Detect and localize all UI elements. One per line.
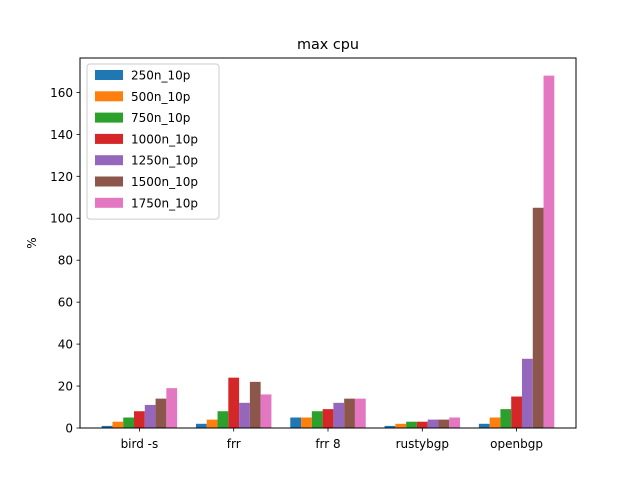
- y-axis-label: %: [25, 237, 39, 248]
- bar-1000n_10p-frr8: [322, 409, 334, 428]
- legend-label: 250n_10p: [131, 69, 190, 83]
- legend-swatch: [95, 91, 123, 102]
- x-tick-label: openbgp: [490, 437, 543, 451]
- legend-swatch: [95, 155, 123, 166]
- bar-750n_10p-openbgp: [500, 409, 512, 428]
- legend-swatch: [95, 176, 123, 187]
- y-tick-label: 100: [50, 212, 73, 226]
- bar-1500n_10p-bird-s: [155, 398, 167, 428]
- bar-1750n_10p-frr8: [354, 398, 366, 428]
- x-tick-label: rustybgp: [396, 437, 449, 451]
- bar-1000n_10p-frr: [228, 377, 240, 428]
- legend-label: 1000n_10p: [131, 132, 198, 146]
- legend-label: 1250n_10p: [131, 154, 198, 168]
- bar-1000n_10p-bird-s: [134, 411, 145, 428]
- bar-1500n_10p-frr8: [344, 398, 355, 428]
- bar-750n_10p-bird-s: [123, 417, 135, 428]
- legend-label: 1750n_10p: [131, 196, 198, 210]
- legend-label: 500n_10p: [131, 90, 190, 104]
- x-tick-label: frr 8: [315, 437, 340, 451]
- bar-1500n_10p-rustybgp: [438, 419, 450, 428]
- bar-1250n_10p-frr: [239, 402, 250, 428]
- legend: 250n_10p 500n_10p 750n_10p 1000n_10p 1250n_1…: [86, 63, 220, 220]
- bar-1500n_10p-openbgp: [532, 207, 544, 428]
- bar-500n_10p-bird-s: [112, 421, 124, 428]
- bar-500n_10p-openbgp: [489, 417, 501, 428]
- legend-swatch: [95, 197, 123, 208]
- bar-1750n_10p-bird-s: [166, 388, 178, 428]
- bar-1250n_10p-bird-s: [144, 404, 156, 428]
- bar-750n_10p-frr8: [311, 411, 323, 428]
- x-axis: bird -s frr frr 8 rustybgp openbgp: [121, 428, 543, 451]
- x-tick-label: frr: [227, 437, 241, 451]
- bar-750n_10p-rustybgp: [406, 421, 417, 428]
- y-tick-label: 140: [50, 128, 73, 142]
- legend-label: 1500n_10p: [131, 175, 198, 189]
- bar-250n_10p-bird-s: [101, 425, 113, 428]
- bar-250n_10p-openbgp: [478, 423, 490, 428]
- plot-frame: [79, 57, 577, 429]
- bar-250n_10p-frr8: [290, 417, 302, 428]
- bar-1750n_10p-rustybgp: [449, 417, 461, 428]
- legend-swatch: [95, 70, 123, 80]
- bar-500n_10p-rustybgp: [395, 423, 407, 428]
- bar-250n_10p-rustybgp: [384, 425, 396, 428]
- y-tick-label: 0: [65, 422, 73, 436]
- bar-1000n_10p-openbgp: [511, 396, 522, 428]
- y-tick-label: 160: [50, 86, 73, 100]
- bars-layer: [101, 75, 555, 428]
- bar-500n_10p-frr: [206, 419, 218, 428]
- bar-1750n_10p-frr: [260, 394, 272, 428]
- y-tick-label: 80: [58, 254, 73, 268]
- y-tick-label: 60: [58, 296, 73, 310]
- bar-1250n_10p-frr8: [333, 402, 345, 428]
- y-tick-label: 40: [58, 338, 73, 352]
- y-tick-label: 120: [50, 170, 73, 184]
- bar-1750n_10p-openbgp: [543, 75, 555, 428]
- legend-swatch: [95, 112, 123, 123]
- bar-1250n_10p-openbgp: [521, 358, 533, 428]
- chart-title: max cpu: [297, 37, 359, 53]
- x-tick-label: bird -s: [121, 437, 159, 451]
- bar-1000n_10p-rustybgp: [416, 421, 428, 428]
- bar-1250n_10p-rustybgp: [427, 419, 439, 428]
- legend-label: 750n_10p: [131, 111, 190, 125]
- bar-750n_10p-frr: [217, 411, 229, 428]
- y-axis: 0 20 40 60 80 100 120 140 160: [50, 86, 80, 436]
- bar-500n_10p-frr8: [301, 417, 312, 428]
- bar-250n_10p-frr: [195, 423, 207, 428]
- legend-swatch: [95, 133, 123, 144]
- bar-1500n_10p-frr: [249, 381, 261, 428]
- y-tick-label: 20: [58, 380, 73, 394]
